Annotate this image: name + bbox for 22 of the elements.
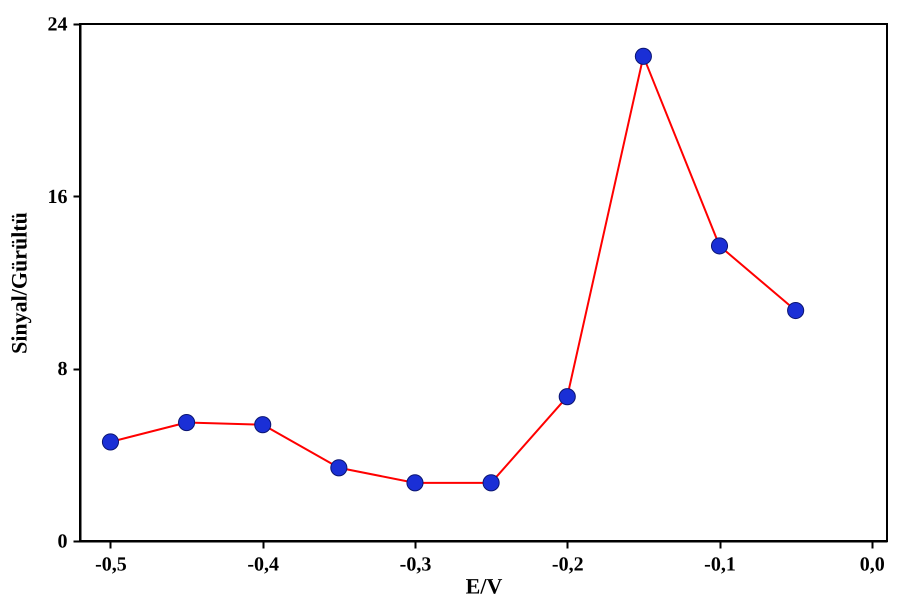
x-tick-label: -0,2 <box>552 554 584 576</box>
x-axis-title: E/V <box>466 574 502 598</box>
y-tick-label: 0 <box>58 530 68 552</box>
point <box>406 474 424 492</box>
y-tick-label: 16 <box>48 186 68 208</box>
point <box>634 48 652 65</box>
x-tick-label: -0,3 <box>400 554 432 576</box>
x-tick-label: -0,1 <box>704 554 736 576</box>
y-tick-label: 8 <box>58 358 68 380</box>
x-tick-label: -0,4 <box>247 554 280 576</box>
x-tick-label: -0,5 <box>95 554 127 576</box>
point <box>558 388 576 406</box>
x-tick-label: 0,0 <box>860 554 885 576</box>
y-axis-title: Sinyal/Gürültü <box>6 212 32 354</box>
point <box>330 459 348 476</box>
point <box>710 237 728 254</box>
point <box>254 416 272 434</box>
point <box>482 474 500 492</box>
point <box>178 414 196 432</box>
y-tick-label: 24 <box>48 14 68 36</box>
point <box>787 302 804 320</box>
point <box>102 433 120 450</box>
